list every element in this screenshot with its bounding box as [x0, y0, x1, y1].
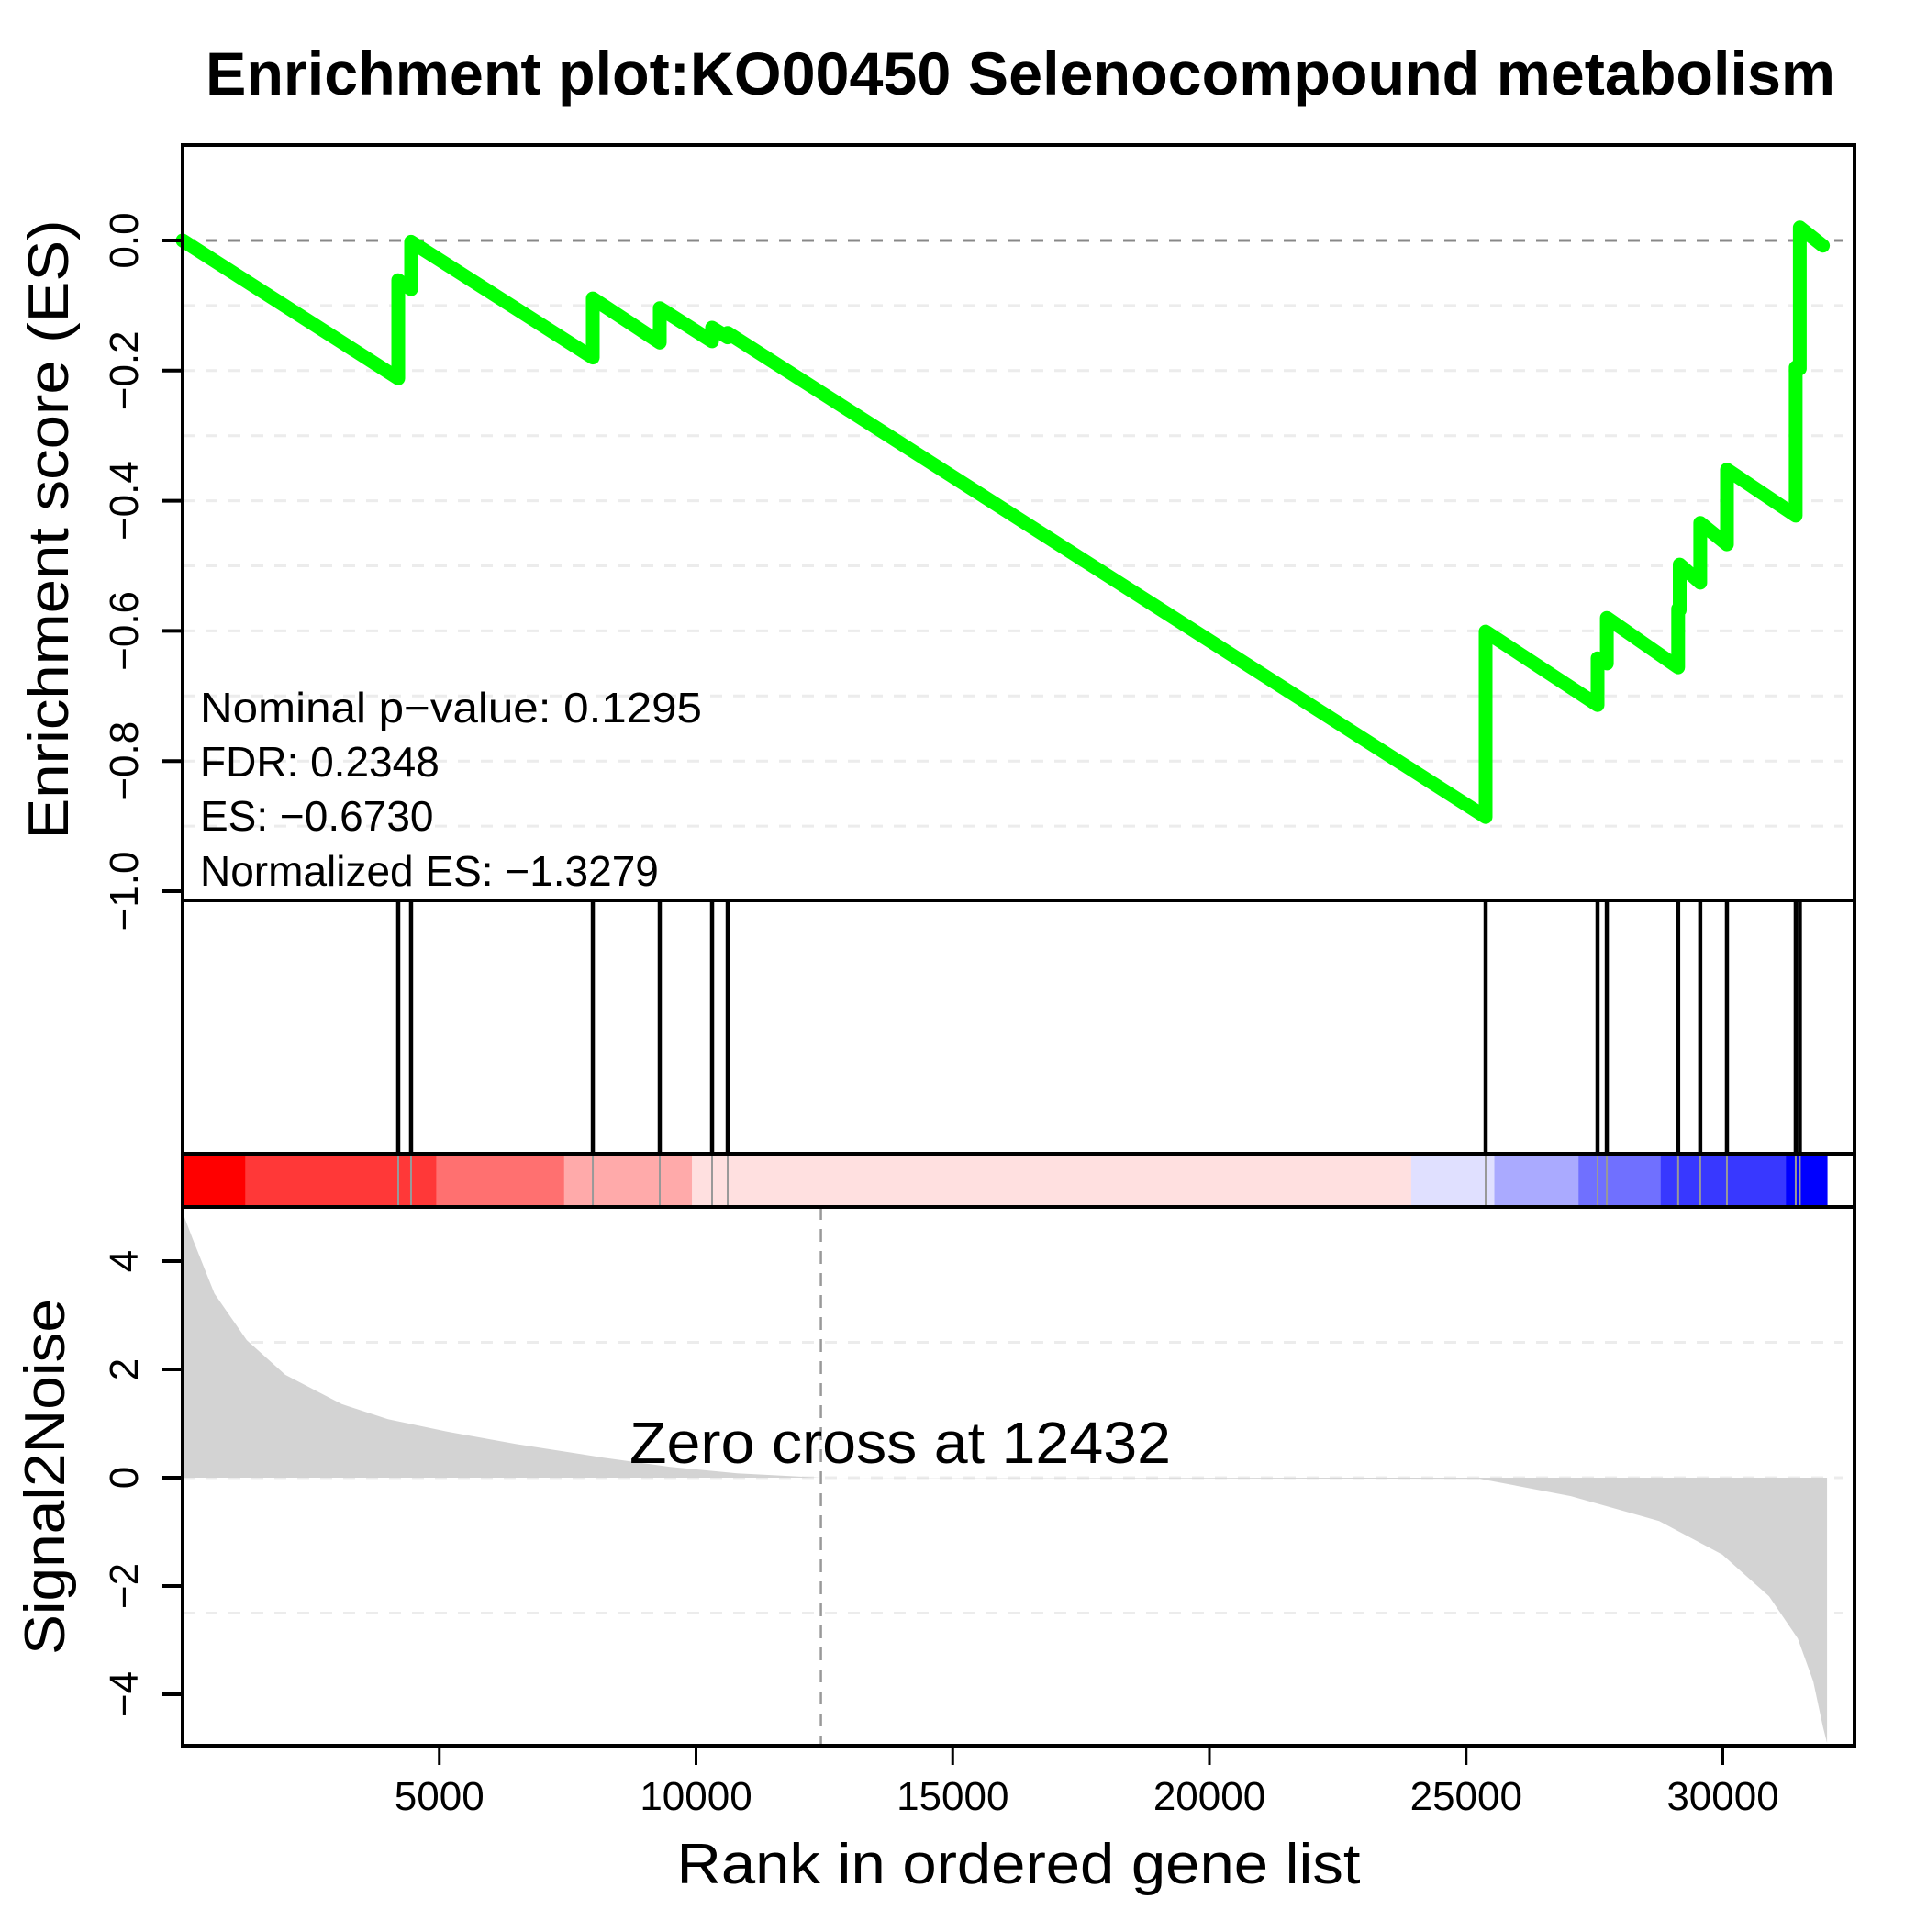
color-bar-segment	[436, 1154, 565, 1207]
x-tick-label: 10000	[640, 1774, 752, 1819]
zero-cross-label: Zero cross at 12432	[629, 1410, 1171, 1476]
s2n-y-tick-label: −2	[102, 1563, 147, 1609]
color-bar-segment	[245, 1154, 437, 1207]
es-y-tick-label: −0.4	[102, 461, 147, 541]
axis-ticks: 0.0 −0.2 −0.4 −0.6 −0.8 −1.0 4 2 0 −2 −4 5000 10000 1…	[102, 212, 1779, 1819]
color-bar-segment	[1578, 1154, 1662, 1207]
x-tick-label: 25000	[1410, 1774, 1522, 1819]
stat-nominal-p-value: Nominal p−value: 0.1295	[200, 684, 702, 731]
es-y-tick-label: −0.2	[102, 330, 147, 410]
color-bar-segment	[1660, 1154, 1787, 1207]
es-y-tick-label: 0.0	[102, 212, 147, 268]
color-bar-segment	[692, 1154, 1412, 1207]
rank-color-bar	[183, 1154, 1828, 1207]
s2n-y-tick-label: 0	[102, 1467, 147, 1489]
s2n-y-tick-label: 4	[102, 1250, 147, 1272]
color-bar-segment	[1786, 1154, 1828, 1207]
chart-title: Enrichment plot:KO00450 Selenocompound m…	[206, 39, 1835, 107]
es-y-tick-label: −1.0	[102, 852, 147, 932]
x-tick-label: 5000	[395, 1774, 485, 1819]
x-tick-label: 30000	[1666, 1774, 1778, 1819]
x-tick-label: 15000	[897, 1774, 1008, 1819]
color-bar-segment	[1494, 1154, 1579, 1207]
es-line	[175, 220, 1831, 824]
stat-normalized-es: Normalized ES: −1.3279	[200, 847, 659, 895]
gene-set-hits	[395, 900, 1802, 1207]
signal2noise-area	[183, 1212, 1828, 1744]
statistics-annotation: Nominal p−value: 0.1295 FDR: 0.2348 ES: …	[200, 684, 702, 895]
s2n-y-tick-label: −4	[102, 1671, 147, 1717]
enrichment-score-curve	[175, 220, 1831, 824]
y-axis-label-signal2noise: Signal2Noise	[14, 1299, 77, 1655]
stat-es: ES: −0.6730	[200, 792, 433, 840]
color-bar-segment	[1410, 1154, 1496, 1207]
es-y-tick-label: −0.6	[102, 591, 147, 671]
s2n-y-tick-label: 2	[102, 1358, 147, 1380]
es-y-tick-label: −0.8	[102, 721, 147, 801]
signal2noise-fill	[183, 1212, 1828, 1744]
color-bar-segment	[563, 1154, 693, 1207]
color-bar-segment	[183, 1154, 246, 1207]
y-axis-label-es: Enrichment score (ES)	[17, 220, 81, 840]
stat-fdr: FDR: 0.2348	[200, 738, 440, 786]
x-axis-label: Rank in ordered gene list	[677, 1833, 1361, 1896]
x-tick-label: 20000	[1153, 1774, 1265, 1819]
hits-panel-frame	[181, 899, 1856, 1156]
